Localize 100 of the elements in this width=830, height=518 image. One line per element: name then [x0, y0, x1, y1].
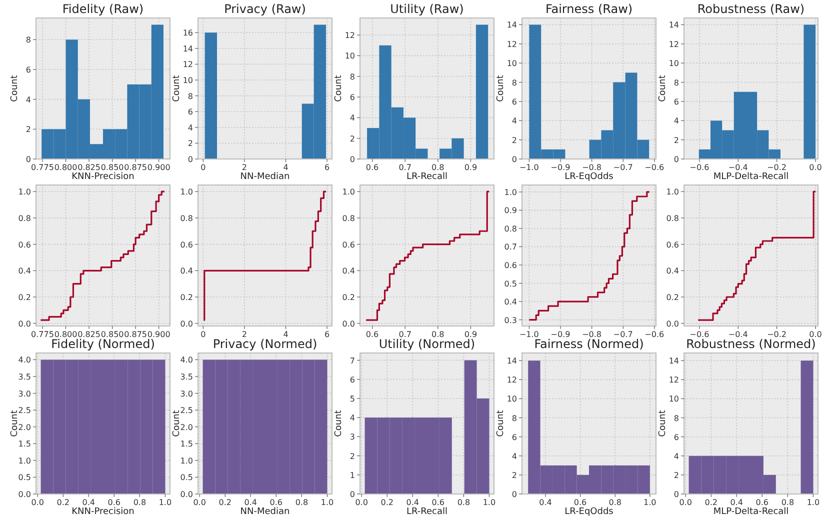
x-tick-label: 0.900	[147, 163, 170, 172]
x-tick-label: 0.8	[295, 498, 308, 507]
y-tick-label: 14	[506, 20, 517, 30]
chart-title: Fidelity (Normed)	[51, 337, 155, 351]
y-tick-label: 1.5	[180, 440, 193, 449]
x-tick-label: 4	[283, 163, 288, 172]
chart-title: Utility (Normed)	[378, 337, 476, 351]
y-tick-label: 8	[188, 92, 193, 101]
x-tick-label: 0.8	[608, 498, 622, 507]
y-tick-label: 0.8	[18, 214, 31, 223]
y-tick-label: 4.0	[18, 356, 31, 365]
x-tick-label: 1.0	[158, 498, 172, 507]
y-tick-label: 0.4	[18, 266, 31, 276]
y-tick-label: 0.2	[342, 293, 355, 302]
y-tick-label: 8	[26, 36, 31, 45]
x-tick-label: −0.4	[728, 330, 748, 339]
y-tick-label: 0.7	[504, 242, 517, 252]
x-tick-label: 0.2	[380, 498, 394, 507]
y-tick-label: 0.0	[180, 319, 193, 328]
y-tick-label: 1.0	[342, 188, 355, 197]
y-tick-label: 7	[350, 356, 355, 366]
x-tick-label: 0.800	[54, 330, 78, 339]
x-tick-label: 0.2	[56, 498, 70, 507]
y-tick-label: 3.5	[18, 372, 31, 382]
x-tick-label: 0.6	[756, 498, 769, 507]
x-tick-label: 0.850	[100, 330, 124, 339]
y-tick-label: 4.0	[180, 356, 193, 365]
x-tick-label: 1.0	[644, 498, 656, 507]
y-tick-label: 4	[188, 123, 193, 132]
x-tick-label: −0.9	[550, 163, 570, 172]
y-tick-label: 10	[344, 52, 355, 61]
y-tick-label: 2	[26, 125, 31, 134]
y-tick-label: 0.4	[504, 298, 517, 307]
x-axis-title: KNN-Precision	[72, 507, 134, 517]
x-tick-label: 0.8	[432, 330, 444, 339]
y-tick-label: 0	[512, 490, 517, 499]
x-axis-title: NN-Median	[240, 172, 290, 182]
y-tick-label: 0.6	[666, 240, 679, 250]
y-tick-label: 0	[350, 490, 355, 499]
y-tick-label: 0.9	[504, 206, 517, 216]
x-tick-label: 0.9	[464, 163, 478, 172]
y-tick-label: 4	[26, 95, 31, 104]
y-tick-label: 10	[506, 394, 517, 404]
y-tick-label: 8	[512, 414, 517, 423]
x-tick-label: 0.875	[124, 163, 148, 172]
y-tick-label: 14	[668, 356, 679, 366]
x-tick-label: −0.2	[767, 163, 787, 172]
y-axis-title: Count	[496, 74, 506, 102]
chart-title: Fairness (Normed)	[534, 337, 644, 351]
x-axis-title: LR-Recall	[406, 172, 448, 182]
y-tick-label: 0.6	[504, 260, 517, 270]
y-axis-title: Count	[658, 410, 668, 437]
x-tick-label: 0.0	[679, 498, 692, 507]
y-tick-label: 4	[350, 114, 355, 123]
y-tick-label: 12	[344, 31, 355, 40]
y-tick-label: 6	[188, 108, 193, 117]
y-tick-label: 8	[674, 414, 679, 423]
y-tick-label: 12	[506, 40, 517, 49]
x-tick-label: −0.6	[690, 163, 710, 172]
y-tick-label: 0.0	[18, 319, 31, 328]
x-tick-label: 0.6	[432, 498, 445, 507]
y-tick-label: 0.6	[18, 240, 31, 250]
y-tick-label: 0.4	[180, 266, 193, 276]
x-tick-label: 2	[242, 163, 248, 172]
y-tick-label: 12	[668, 40, 679, 49]
x-tick-label: −0.8	[582, 330, 602, 339]
x-tick-label: 0.4	[82, 498, 96, 507]
x-axis-title: LR-EqOdds	[564, 172, 614, 182]
y-tick-label: 0.6	[180, 240, 193, 250]
x-tick-label: 0.775	[31, 330, 54, 339]
x-tick-label: −1.0	[519, 163, 539, 172]
x-axis-title: NN-Median	[240, 507, 290, 517]
x-tick-label: 1.0	[320, 498, 334, 507]
x-tick-label: 6	[324, 163, 330, 172]
y-tick-label: 1.0	[504, 188, 517, 197]
y-tick-label: 6	[512, 97, 517, 106]
y-tick-label: 4	[512, 116, 517, 126]
y-tick-label: 0.2	[180, 293, 193, 302]
y-tick-label: 0.0	[18, 490, 31, 499]
x-tick-label: −0.6	[690, 330, 710, 339]
y-tick-label: 1.0	[666, 188, 679, 197]
y-tick-label: 12	[668, 376, 679, 385]
y-tick-label: 6	[350, 375, 355, 384]
x-tick-label: 0.800	[54, 163, 78, 172]
y-axis-title: Count	[334, 410, 344, 437]
x-tick-label: 0.0	[809, 330, 822, 339]
y-tick-label: 0.5	[18, 473, 31, 482]
x-tick-label: 0.0	[809, 163, 822, 172]
y-tick-label: 0.2	[18, 293, 31, 302]
x-tick-label: 4	[283, 330, 288, 339]
y-tick-label: 8	[674, 78, 679, 88]
y-tick-label: 0	[674, 490, 679, 499]
chart-title: Fairness (Raw)	[545, 2, 633, 16]
y-tick-label: 14	[182, 44, 193, 54]
y-tick-label: 2	[674, 136, 679, 145]
y-axis-title: Count	[10, 74, 20, 102]
y-tick-label: 0.6	[342, 240, 355, 250]
x-tick-label: 1.0	[482, 498, 496, 507]
x-tick-label: 0.0	[355, 498, 368, 507]
x-axis-title: MLP-Delta-Recall	[713, 507, 789, 517]
